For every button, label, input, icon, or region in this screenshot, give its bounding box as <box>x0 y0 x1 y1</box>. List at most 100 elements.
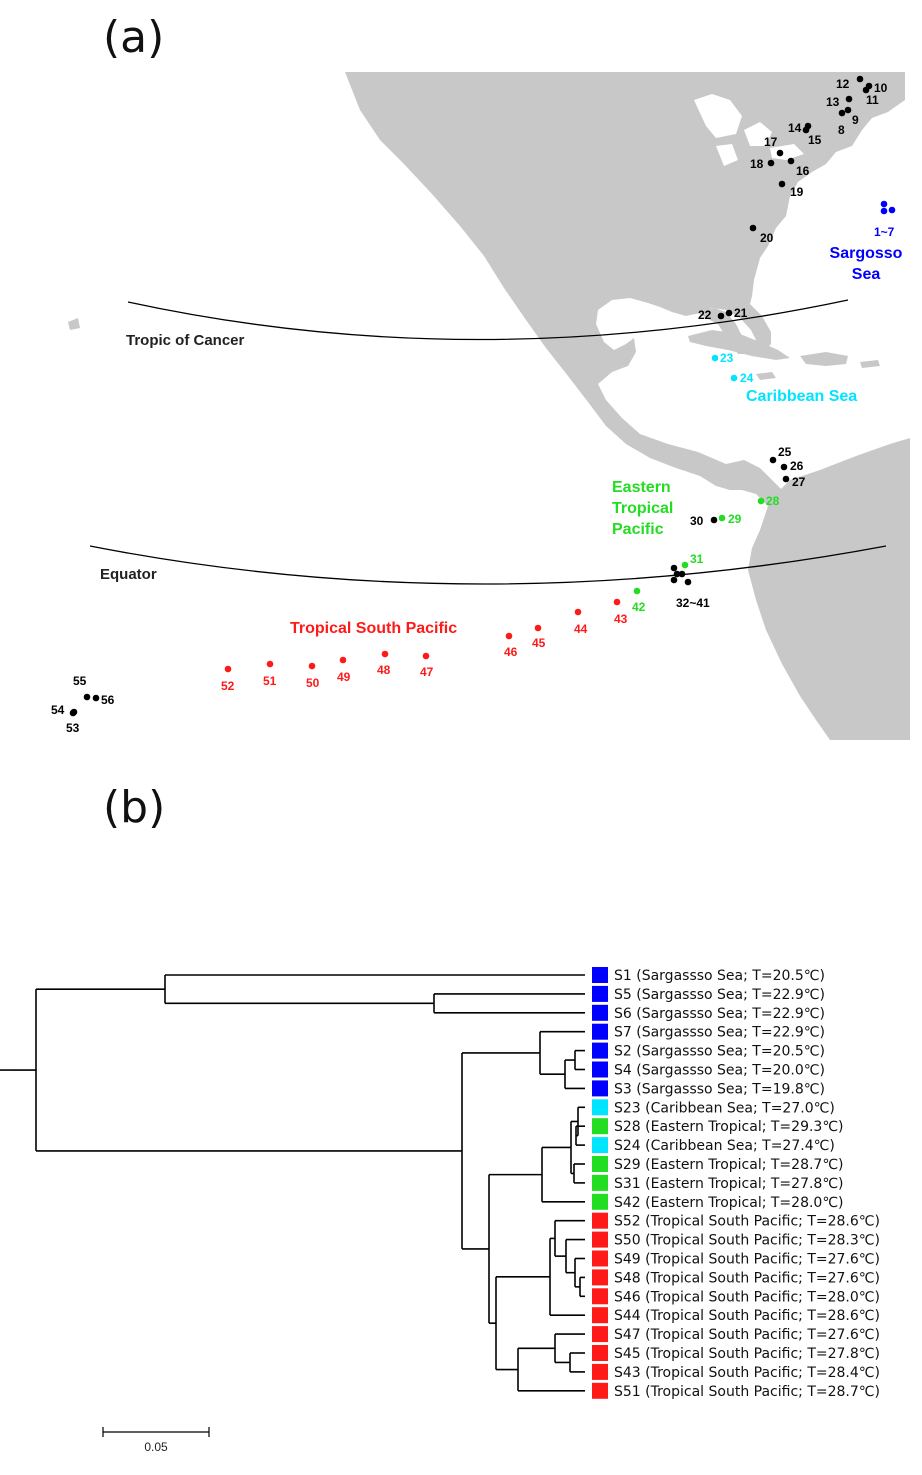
site-marker-15 <box>804 122 812 130</box>
leaf-label-S5: S5 (Sargassso Sea; T=22.9℃) <box>614 987 825 1003</box>
site-label-55: 55 <box>73 674 87 688</box>
tropic-line <box>127 299 849 341</box>
site-label-28: 28 <box>766 494 780 508</box>
sampling-map: Tropic of Cancer Equator Sargosso Sea Carib… <box>51 72 910 740</box>
site-label-47: 47 <box>420 665 434 679</box>
site-label-29: 29 <box>728 512 742 526</box>
site-label-12: 12 <box>836 77 850 91</box>
leaf-color-box-S29 <box>592 1156 608 1172</box>
leaf-color-box-S46 <box>592 1288 608 1305</box>
site-marker-44 <box>574 608 582 616</box>
land-small-island <box>68 318 80 330</box>
leaf-label-S47: S47 (Tropical South Pacific; T=27.6℃) <box>614 1327 880 1343</box>
site-marker-9 <box>844 106 852 114</box>
land-puerto-rico <box>860 360 880 368</box>
leaf-color-box-S50 <box>592 1231 608 1248</box>
leaf-label-S42: S42 (Eastern Tropical; T=28.0℃) <box>614 1195 844 1211</box>
leaf-color-box-S47 <box>592 1326 608 1343</box>
scale-bar: 0.05 <box>102 1427 210 1454</box>
leaf-color-box-S5 <box>592 985 608 1002</box>
site-label-42: 42 <box>632 600 646 614</box>
region-label-sargasso: Sargosso <box>830 245 903 262</box>
leaf-color-box-S48 <box>592 1269 608 1286</box>
site-label-51: 51 <box>263 674 277 688</box>
site-label-9: 9 <box>852 113 859 127</box>
site-label-21: 21 <box>734 306 748 320</box>
great-lakes <box>694 94 804 166</box>
site-marker-16 <box>787 157 795 165</box>
site-marker-42 <box>633 587 641 595</box>
leaf-label-S50: S50 (Tropical South Pacific; T=28.3℃) <box>614 1233 880 1249</box>
leaf-color-box-S42 <box>592 1193 608 1210</box>
leaf-label-S6: S6 (Sargassso Sea; T=22.9℃) <box>614 1006 825 1022</box>
site-marker-32~41 <box>678 570 686 578</box>
site-marker-32~41 <box>670 564 678 572</box>
site-label-50: 50 <box>306 676 320 690</box>
leaf-color-box-S2 <box>592 1042 608 1059</box>
site-marker-55 <box>83 693 91 701</box>
scale-bar-label: 0.05 <box>144 1440 168 1454</box>
leaf-label-S52: S52 (Tropical South Pacific; T=28.6℃) <box>614 1214 880 1230</box>
site-label-22: 22 <box>698 308 712 322</box>
leaf-color-box-S3 <box>592 1080 608 1097</box>
leaf-label-S46: S46 (Tropical South Pacific; T=28.0℃) <box>614 1289 880 1305</box>
region-label-caribbean: Caribbean Sea <box>746 388 857 405</box>
site-marker-18 <box>767 159 775 167</box>
leaf-label-S23: S23 (Caribbean Sea; T=27.0℃) <box>614 1100 835 1116</box>
site-marker-32~41 <box>670 576 678 584</box>
site-marker-32~41 <box>684 578 692 586</box>
site-marker-45 <box>534 624 542 632</box>
site-label-30: 30 <box>690 514 704 528</box>
site-marker-1~7 <box>888 206 896 214</box>
leaf-color-box-S51 <box>592 1382 608 1399</box>
site-marker-19 <box>778 180 786 188</box>
site-marker-1~7 <box>880 200 888 208</box>
leaf-color-box-S24 <box>592 1137 608 1154</box>
equator-label: Equator <box>100 566 157 583</box>
site-label-56: 56 <box>101 693 115 707</box>
site-marker-20 <box>749 224 757 232</box>
leaf-color-box-S44 <box>592 1307 608 1324</box>
site-label-20: 20 <box>760 231 774 245</box>
region-label-eastern_tropical: Pacific <box>612 521 664 538</box>
region-labels: Sargosso Sea Caribbean Sea Eastern Tropical P… <box>290 245 903 637</box>
leaf-color-box-S28 <box>592 1118 608 1135</box>
leaf-color-box-S4 <box>592 1061 608 1078</box>
tropic-label: Tropic of Cancer <box>126 332 245 349</box>
region-label-tsp: Tropical South Pacific <box>290 620 457 637</box>
leaf-label-S28: S28 (Eastern Tropical; T=29.3℃) <box>614 1119 844 1135</box>
site-label-44: 44 <box>574 622 588 636</box>
reference-lines: Tropic of Cancer Equator <box>89 299 887 585</box>
leaf-color-box-S7 <box>592 1023 608 1040</box>
site-marker-48 <box>381 650 389 658</box>
leaf-color-box-S1 <box>592 967 608 983</box>
site-marker-22 <box>717 312 725 320</box>
site-label-31: 31 <box>690 552 704 566</box>
site-marker-25 <box>769 456 777 464</box>
site-label-32~41: 32~41 <box>676 596 710 610</box>
leaf-label-S24: S24 (Caribbean Sea; T=27.4℃) <box>614 1138 835 1154</box>
leaf-label-S4: S4 (Sargassso Sea; T=20.0℃) <box>614 1063 825 1079</box>
site-label-53: 53 <box>66 721 80 735</box>
site-marker-54 <box>70 708 78 716</box>
site-label-8: 8 <box>838 123 845 137</box>
site-marker-56 <box>92 694 100 702</box>
site-label-45: 45 <box>532 636 546 650</box>
site-marker-21 <box>725 309 733 317</box>
site-label-15: 15 <box>808 133 822 147</box>
site-label-1~7: 1~7 <box>874 225 895 239</box>
site-label-24: 24 <box>740 371 754 385</box>
site-label-25: 25 <box>778 445 792 459</box>
leaf-label-S43: S43 (Tropical South Pacific; T=28.4℃) <box>614 1365 880 1381</box>
site-marker-30 <box>710 516 718 524</box>
leaf-color-box-S6 <box>592 1004 608 1021</box>
site-label-49: 49 <box>337 670 351 684</box>
site-marker-43 <box>613 598 621 606</box>
site-marker-29 <box>718 514 726 522</box>
site-marker-26 <box>780 463 788 471</box>
land-hispaniola <box>800 352 848 366</box>
leaf-color-box-S52 <box>592 1212 608 1229</box>
land-south-america <box>748 438 910 740</box>
region-label-eastern_tropical: Tropical <box>612 500 673 517</box>
site-label-19: 19 <box>790 185 804 199</box>
